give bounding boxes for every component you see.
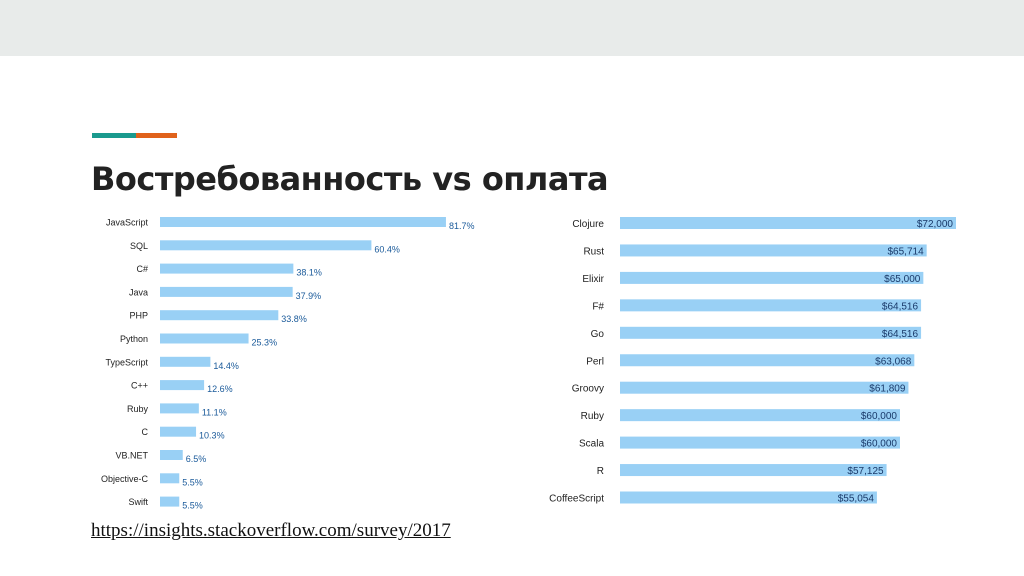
bar — [620, 271, 924, 284]
accent-bar-teal — [92, 133, 136, 138]
bar — [160, 333, 249, 344]
category-label: Ruby — [581, 411, 604, 422]
slide-title: Востребованность vs оплата — [91, 160, 609, 198]
category-label: Perl — [586, 356, 604, 367]
category-label: TypeScript — [105, 357, 148, 367]
category-label: Rust — [583, 246, 604, 257]
bar — [160, 263, 294, 274]
value-label: 10.3% — [199, 431, 225, 441]
value-label: $63,068 — [875, 356, 912, 367]
accent-bar-orange — [136, 133, 177, 138]
bar — [620, 217, 956, 229]
category-label: C# — [136, 264, 148, 274]
salary-chart-svg: Clojure $72,000 Rust $65,714 Elixir $65,000 F#… — [549, 217, 956, 505]
category-label: Scala — [579, 439, 604, 450]
category-label: JavaScript — [106, 218, 149, 228]
bar — [620, 381, 909, 394]
top-band — [0, 0, 1024, 56]
value-label: $61,809 — [869, 384, 906, 395]
category-label: Ruby — [127, 404, 149, 414]
salary-chart: Clojure $72,000 Rust $65,714 Elixir $65,000 F#… — [535, 208, 965, 514]
bar — [160, 496, 180, 507]
category-label: Go — [591, 329, 605, 340]
category-label: Python — [120, 334, 148, 344]
bar — [160, 217, 446, 227]
category-label: Groovy — [572, 384, 604, 395]
value-label: 5.5% — [182, 477, 203, 487]
value-label: 14.4% — [213, 361, 239, 371]
bar — [160, 473, 180, 484]
category-label: VB.NET — [115, 451, 148, 461]
bar — [620, 326, 922, 339]
bar — [620, 464, 887, 477]
value-label: $64,516 — [882, 329, 919, 340]
value-label: $60,000 — [861, 439, 898, 450]
value-label: $60,000 — [861, 411, 898, 422]
category-label: F# — [592, 301, 604, 312]
bar — [160, 240, 372, 251]
value-label: $57,125 — [847, 466, 884, 477]
bar — [160, 286, 293, 297]
category-label: SQL — [130, 241, 148, 251]
value-label: 81.7% — [449, 221, 475, 231]
value-label: 25.3% — [252, 338, 278, 348]
category-label: CoffeeScript — [549, 494, 604, 505]
bar — [160, 426, 197, 437]
category-label: PHP — [129, 311, 148, 321]
category-label: Swift — [128, 497, 148, 507]
category-label: Clojure — [572, 219, 604, 230]
value-label: $65,714 — [888, 246, 925, 257]
value-label: 12.6% — [207, 384, 233, 394]
value-label: 6.5% — [186, 454, 207, 464]
value-label: 5.5% — [182, 501, 203, 511]
bar — [620, 491, 877, 504]
bar — [160, 380, 205, 391]
value-label: $65,000 — [884, 274, 921, 285]
value-label: 11.1% — [202, 407, 227, 417]
bar — [160, 450, 183, 460]
bar — [620, 436, 900, 449]
popularity-chart-svg: JavaScript 81.7% SQL 60.4% C# 38.1% Java 37.9% P… — [101, 217, 474, 511]
value-label: 37.9% — [296, 291, 322, 301]
bar — [160, 403, 199, 414]
source-link[interactable]: https://insights.stackoverflow.com/surve… — [91, 520, 451, 541]
bar — [620, 409, 900, 422]
value-label: 38.1% — [296, 268, 322, 278]
bar — [620, 244, 927, 257]
value-label: $55,054 — [838, 494, 875, 505]
category-label: R — [597, 466, 604, 477]
value-label: $72,000 — [917, 219, 954, 230]
bar — [160, 310, 279, 321]
bar — [620, 354, 915, 367]
category-label: C — [142, 427, 149, 437]
popularity-chart: JavaScript 81.7% SQL 60.4% C# 38.1% Java 37.9% P… — [82, 208, 474, 514]
value-label: 33.8% — [281, 314, 307, 324]
category-label: Objective-C — [101, 474, 149, 484]
bar — [160, 356, 211, 367]
category-label: Java — [129, 287, 148, 297]
category-label: C++ — [131, 381, 148, 391]
bar — [620, 299, 922, 312]
value-label: 60.4% — [374, 244, 400, 254]
category-label: Elixir — [582, 274, 604, 285]
value-label: $64,516 — [882, 301, 919, 312]
